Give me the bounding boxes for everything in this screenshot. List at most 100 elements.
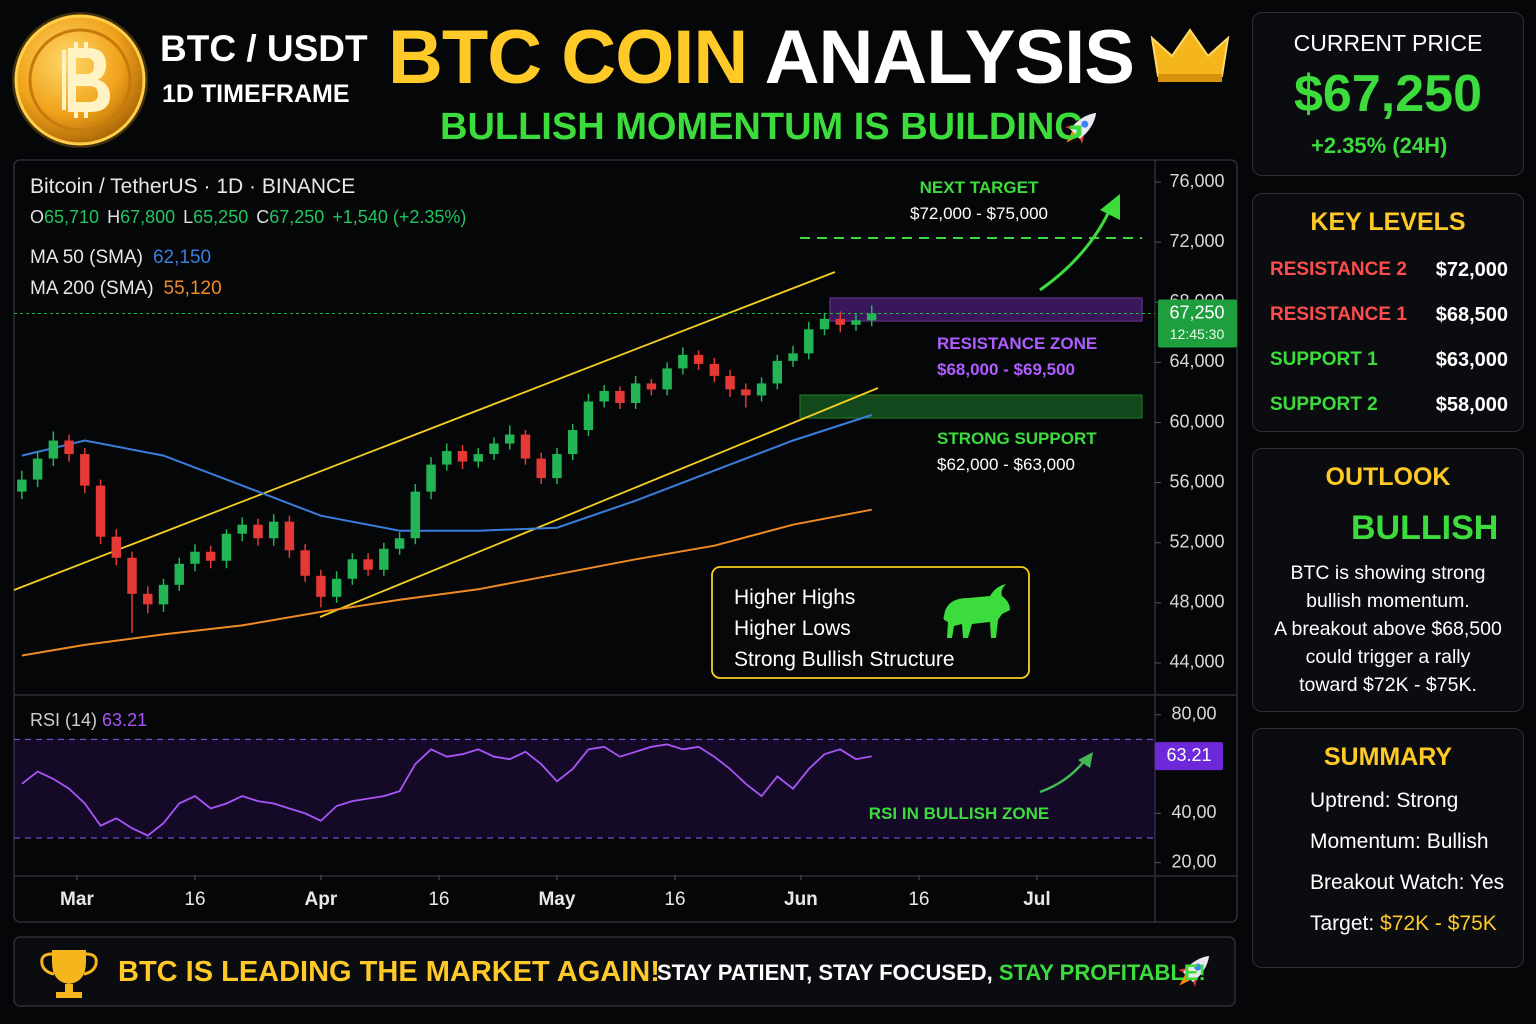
resistance-range: $68,000 - $69,500 (937, 360, 1076, 379)
y-tick-label: 20,00 (1171, 851, 1216, 871)
x-tick-label: Apr (305, 889, 338, 910)
y-tick-label: 52,000 (1169, 531, 1224, 551)
footer-panel (13, 936, 1236, 1007)
candle-body (143, 593, 153, 605)
level-price: $72,000 (1435, 259, 1508, 281)
rocket-icon (1065, 112, 1097, 144)
tagline-accent: STAY PROFITABLE! (998, 960, 1206, 985)
target-value: $72K - $75K (1380, 912, 1497, 935)
candle-body (32, 458, 43, 480)
candle-body (520, 434, 531, 459)
ohlc-key: O (30, 207, 45, 227)
y-tick-label: 60,000 (1169, 411, 1224, 431)
candle-body (583, 401, 594, 431)
channel-lower (319, 387, 879, 618)
structure-line: Higher Lows (734, 617, 851, 640)
channel-upper (13, 271, 836, 591)
candle-body (206, 551, 216, 561)
x-tick-label: 16 (664, 889, 685, 910)
title-accent: ANALYSIS (764, 15, 1135, 100)
resistance-zone (829, 297, 1143, 322)
ohlc-key: C (256, 207, 270, 227)
x-tick-label: 16 (908, 889, 929, 910)
ohlc-value: 67,250 (269, 207, 325, 227)
candle-body (835, 318, 845, 325)
rsi-value-label: 63.21 (1166, 745, 1211, 765)
candle-body (552, 454, 562, 479)
trophy-icon (40, 950, 98, 998)
support-label: STRONG SUPPORT (937, 429, 1097, 448)
support-zone (799, 394, 1143, 419)
candle-body (678, 354, 688, 369)
ohlc-value: 65,250 (193, 207, 249, 227)
candle-body (505, 434, 515, 444)
x-tick-label: 16 (184, 889, 205, 910)
bull-icon (943, 584, 1010, 638)
footer-rocket (1178, 955, 1210, 987)
candle-body (253, 524, 263, 539)
candle-body (662, 368, 672, 390)
legend-title: Bitcoin / TetherUS · 1D · BINANCE (30, 175, 356, 198)
candle-body (646, 383, 657, 390)
pair: BTC / USDT (160, 28, 368, 69)
candle-body (316, 575, 326, 597)
candle-body (693, 354, 704, 364)
summary-title: SUMMARY (1323, 743, 1453, 771)
candle-body (741, 389, 751, 396)
candle-body (158, 584, 169, 605)
candle-body (473, 454, 483, 462)
summary-item: Uptrend: Strong (1310, 789, 1459, 812)
rsi-legend: RSI (14) 63.21 (30, 711, 147, 729)
ma-value: 55,120 (163, 278, 222, 299)
candle-body (772, 360, 783, 384)
crown-icon (1150, 28, 1230, 77)
level-name: SUPPORT 2 (1270, 394, 1378, 415)
outlook-title: OUTLOOK (1325, 463, 1451, 491)
summary-item: Breakout Watch: Yes (1310, 871, 1505, 894)
last-price-label: 67,250 (1169, 302, 1224, 322)
rsi-value: 63.21 (102, 710, 148, 730)
candle-body (379, 548, 389, 570)
level-name: RESISTANCE 1 (1270, 304, 1407, 325)
structure-line: Strong Bullish Structure (734, 648, 955, 671)
candle-body (725, 375, 735, 390)
candle-body (615, 390, 625, 403)
y-tick-label: 72,000 (1169, 231, 1224, 251)
ma-value: 62,150 (152, 247, 212, 268)
y-tick-label: 56,000 (1169, 471, 1224, 491)
candle-body (111, 536, 122, 558)
crown-base (1158, 74, 1222, 82)
y-tick-label: 76,000 (1169, 171, 1224, 191)
candle-body (95, 485, 106, 537)
support-range: $62,000 - $63,000 (937, 455, 1076, 474)
rsi-name: RSI (14) (30, 710, 98, 730)
outlook-line: toward $72K - $75K. (1299, 674, 1477, 696)
candle-body (804, 329, 814, 354)
summary-panel: SUMMARY Uptrend: Strong Momentum: Bullish… (1252, 728, 1524, 968)
outlook-line: bullish momentum. (1306, 590, 1470, 612)
rsi-band (14, 739, 1155, 839)
coin-ring (28, 28, 132, 132)
outlook-panel: OUTLOOK BULLISH BTC is showing strong bul… (1252, 448, 1524, 712)
target-label: Target: (1310, 912, 1375, 935)
current-change: +2.35% (24H) (1311, 133, 1448, 158)
candle-body (284, 521, 295, 551)
ohlc-key: L (183, 207, 194, 227)
candle-body (489, 443, 499, 455)
candle-body (174, 563, 184, 585)
target-label: NEXT TARGET (919, 178, 1039, 197)
level-price: $58,000 (1435, 394, 1508, 416)
target-arrow (1039, 204, 1114, 292)
rsi-line (21, 743, 872, 837)
current-price-title: CURRENT PRICE (1293, 30, 1483, 56)
candle-body (331, 578, 342, 597)
resistance-label: RESISTANCE ZONE (937, 334, 1098, 353)
y-tick-label: 64,000 (1169, 351, 1224, 371)
candle-body (64, 440, 74, 455)
candle-body (536, 458, 546, 479)
structure-box (711, 566, 1030, 679)
level-name: SUPPORT 1 (1270, 349, 1378, 370)
y-tick-label: 48,000 (1169, 592, 1224, 612)
ma-legend: MA 50 (SMA) 62,150 MA 200 (SMA) 55,120 (30, 242, 222, 304)
x-tick-label: Jun (784, 889, 818, 910)
